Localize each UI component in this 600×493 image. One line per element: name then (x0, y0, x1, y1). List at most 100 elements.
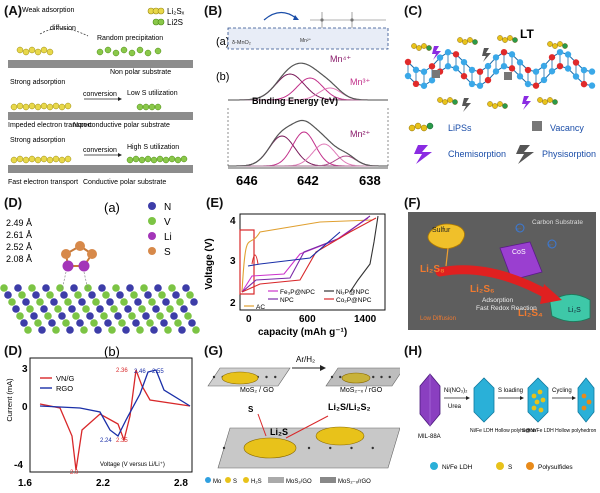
atom (540, 62, 548, 70)
surface-atom (108, 326, 116, 334)
lipss-particle (34, 103, 42, 111)
lipss (547, 97, 553, 103)
atom (404, 58, 412, 66)
panel-a-label: (A) (4, 3, 23, 18)
li2s6-label: Li₂S₆ (470, 284, 495, 295)
surface-atom (66, 326, 74, 334)
panel-g: (G) Ar/H₂ MoS₂ / GO MoS₂₋ₓ / rGO S Li₂S … (200, 340, 400, 493)
legend-mos2xrgo-icon (320, 477, 336, 483)
cos-label: CoS (512, 249, 526, 256)
surface-atom (38, 326, 46, 334)
surface-atom (110, 305, 118, 313)
legend-npc: NPC (280, 297, 294, 304)
surface-atom (40, 305, 48, 313)
panel-g-label: (G) (204, 343, 223, 358)
surface-atom (26, 305, 34, 313)
adsorption-bolt (482, 48, 491, 62)
atom (556, 48, 564, 56)
lipss-particle (52, 155, 60, 163)
atom (460, 72, 468, 80)
surface-atom (48, 319, 56, 327)
cv-xlabel: Voltage (V versus Li/Li⁺) (100, 461, 165, 468)
cv-ylabel: Current (mA) (5, 378, 14, 422)
electron-label-2: e⁻ (548, 243, 554, 249)
surface-atom (24, 326, 32, 334)
panel-d-b-cv: (b) Current (mA) 3 0 -4 1.6 2.2 2.8 Volt… (5, 344, 193, 489)
curve-0 (241, 219, 373, 293)
lipss-particle (16, 46, 24, 54)
adsorption-bolt (432, 46, 441, 60)
e-xtick-0: 0 (246, 314, 252, 325)
sheet-atom (222, 446, 226, 450)
atom (508, 51, 516, 58)
legend-chem: Chemisorption (448, 149, 506, 159)
surface-atom (44, 312, 52, 320)
lipss (552, 99, 558, 105)
lipss (457, 37, 463, 43)
legend-v: V (164, 217, 171, 228)
lipss-particle (16, 102, 24, 110)
atom (532, 82, 540, 89)
lipss-particle (46, 48, 54, 56)
surface-atom (64, 298, 72, 306)
surface-atom (104, 319, 112, 327)
dist-3: 2.52 Å (6, 242, 32, 252)
surface-atom (118, 319, 126, 327)
cos-crystal (499, 241, 543, 281)
surface-atom (126, 284, 134, 292)
lipss-particle (34, 48, 42, 56)
atom (420, 82, 428, 89)
li2s-particle (154, 47, 162, 55)
surface-atom (72, 312, 80, 320)
sulfur-label: Sulfur (432, 227, 451, 234)
lipss-particle (52, 102, 60, 110)
mn4-label: Mn⁴⁺ (330, 54, 351, 64)
atom (508, 65, 516, 72)
surface-atom (190, 298, 198, 306)
mos2-island (243, 437, 297, 459)
lipss-particle (10, 103, 18, 111)
lattice-structure (404, 35, 596, 112)
hollow1-label: Ni/Fe LDH Hollow polyhedron (470, 428, 536, 434)
li2s-particle (138, 156, 146, 164)
surface-atom (68, 305, 76, 313)
panel-b: (B) (a) δ-MnO₂ Mn²⁺ (b) Mn⁴⁺ Mn³⁺ Bindin… (200, 0, 400, 190)
legend-phys: Physisorption (542, 149, 596, 159)
panel-e-label: (E) (206, 195, 224, 210)
atom (476, 68, 484, 75)
envelope (228, 62, 388, 101)
urea-label: Urea (448, 404, 462, 410)
li2s-molecule (61, 241, 97, 291)
cv-rgo (39, 369, 191, 437)
panel-g-diagram: Ar/H₂ MoS₂ / GO MoS₂₋ₓ / rGO S Li₂S Li₂S… (205, 355, 400, 485)
xps-xlabel: Binding Energy (eV) (252, 96, 338, 106)
lipss (421, 43, 427, 49)
li2s-particle (148, 103, 156, 111)
surface-atom (164, 326, 172, 334)
surface-atom (58, 312, 66, 320)
surface-atom (100, 312, 108, 320)
carbon-substrate-label: Carbon Substrate (532, 219, 583, 226)
random-precipitation-text: Random precipitation (97, 35, 163, 42)
vacancy (432, 70, 440, 78)
atom (556, 62, 564, 70)
atom (588, 68, 596, 75)
legend-mos2xrgo: MoS₂₋ₓ/rGO (338, 479, 371, 485)
peak-235: 2.35 (116, 438, 128, 444)
lipss-particle (40, 155, 48, 163)
sub-a: (a) (104, 200, 120, 215)
sheet-atom (380, 375, 383, 379)
atom (460, 58, 468, 66)
lipss (487, 101, 493, 107)
li2s-particle (132, 155, 140, 163)
sub-b-label: (b) (216, 71, 229, 83)
panel-f-label: (F) (404, 195, 421, 210)
surface-atom (42, 284, 50, 292)
envelope (228, 119, 388, 167)
cv-xtick-16: 1.6 (18, 478, 32, 489)
surface-atom (158, 291, 166, 299)
li2s-particle (120, 46, 128, 54)
panel-a-diagram: Li₂Sₓ Li2S Weak adsorption diffusion Ran… (8, 7, 193, 186)
surface-atom (130, 291, 138, 299)
panel-d-a-structure: (a) 2.49 Å 2.61 Å 2.52 Å 2.08 Å N V Li (0, 200, 200, 334)
